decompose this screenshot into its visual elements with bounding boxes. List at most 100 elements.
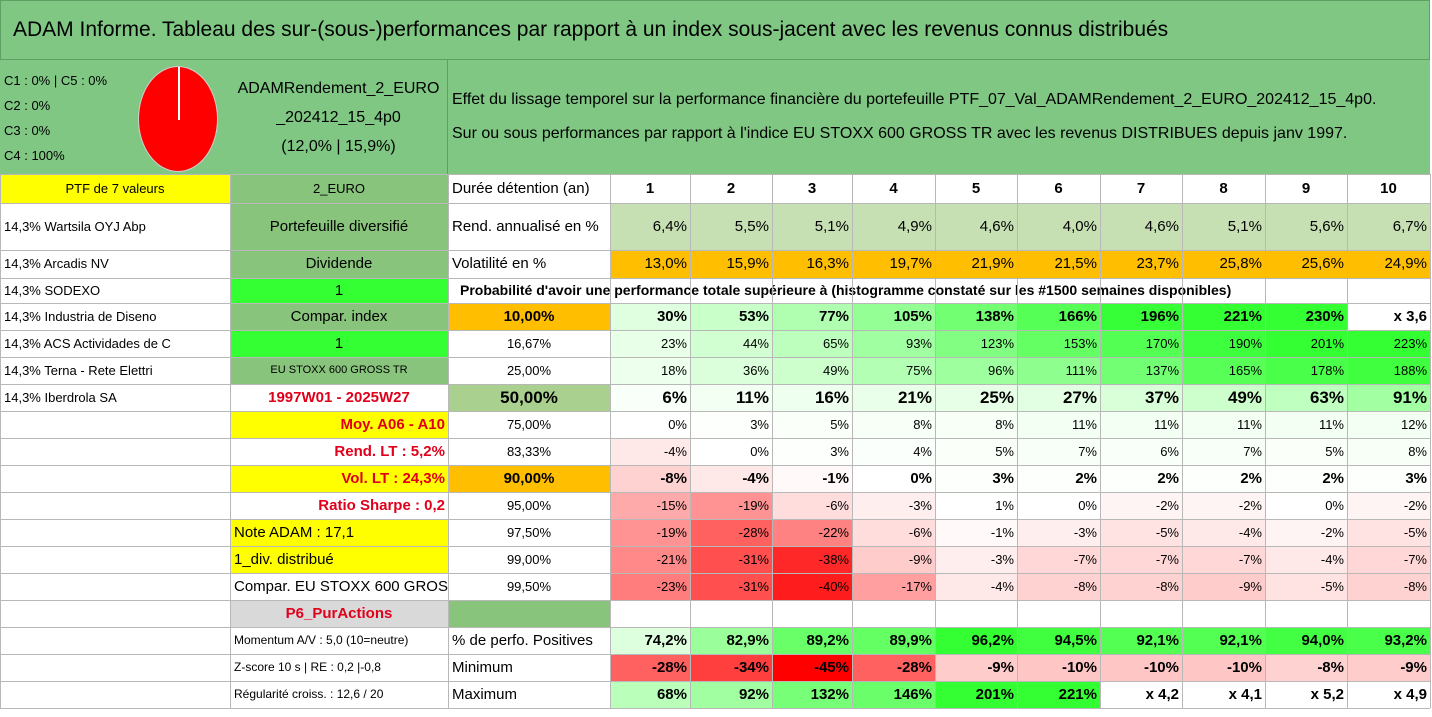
summary-cell: Dividende: [230, 250, 448, 278]
year-header: 9: [1301, 180, 1311, 197]
stat-label: Minimum: [452, 659, 513, 676]
performance-cell: -2%: [1265, 519, 1347, 546]
performance-cell: 11%: [1100, 411, 1182, 438]
stat-value: 92,1%: [1100, 627, 1182, 654]
column-divider: [610, 174, 611, 708]
performance-cell: 4%: [852, 438, 935, 465]
performance-cell: 0%: [852, 465, 935, 492]
stat-value: x 4,9: [1347, 681, 1430, 708]
volatility-value: 19,7%: [852, 250, 935, 278]
summary-cell: 1: [230, 278, 448, 303]
performance-cell: -1%: [935, 519, 1017, 546]
performance-cell: -3%: [852, 492, 935, 519]
year-header: 8: [1219, 180, 1228, 197]
probability-title: Probabilité d'avoir une performance tota…: [460, 282, 1232, 298]
year-header: 5: [971, 180, 981, 197]
volatility-value: 23,7%: [1100, 250, 1182, 278]
probability-level: 90,00%: [448, 465, 610, 492]
performance-cell: -15%: [610, 492, 690, 519]
summary-cell: Régularité croiss. : 12,6 / 20: [234, 687, 384, 701]
performance-cell: 49%: [1182, 384, 1265, 411]
holding-item: 14,3% ACS Actividades de C: [4, 336, 171, 351]
performance-cell: 166%: [1017, 303, 1100, 330]
probability-level: 75,00%: [506, 417, 552, 432]
row-divider: [0, 519, 1430, 520]
probability-level: 99,00%: [506, 552, 552, 567]
probability-level: 95,00%: [506, 498, 552, 513]
performance-cell: -7%: [1182, 546, 1265, 573]
column-divider: [1100, 174, 1101, 708]
performance-cell: -8%: [1100, 573, 1182, 600]
stat-value: 221%: [1017, 681, 1100, 708]
performance-cell: -31%: [690, 573, 772, 600]
stat-value: x 4,2: [1100, 681, 1182, 708]
row-divider: [0, 250, 1430, 251]
stat-value: x 4,1: [1182, 681, 1265, 708]
summary-cell: 2_EURO: [230, 174, 448, 203]
row-divider: [0, 303, 1430, 304]
holding-item: [0, 681, 230, 708]
holding-item: [0, 492, 230, 519]
stat-value: -10%: [1017, 654, 1100, 681]
performance-cell: 11%: [1017, 411, 1100, 438]
performance-cell: -19%: [690, 492, 772, 519]
volatility-value: 15,9%: [690, 250, 772, 278]
performance-cell: -3%: [935, 546, 1017, 573]
row-divider: [0, 627, 1430, 628]
row-divider: [0, 411, 1430, 412]
column-divider: [935, 174, 936, 708]
row-divider: [0, 278, 1430, 279]
performance-cell: 3%: [690, 411, 772, 438]
column-divider: [1265, 174, 1266, 708]
volatility-value: 21,5%: [1017, 250, 1100, 278]
holding-item: [0, 600, 230, 627]
performance-cell: 201%: [1265, 330, 1347, 357]
summary-cell: Portefeuille diversifié: [230, 203, 448, 250]
return-value: 6,4%: [610, 203, 690, 250]
performance-cell: 21%: [852, 384, 935, 411]
summary-cell: Moy. A06 - A10: [230, 411, 448, 438]
performance-cell: 11%: [1182, 411, 1265, 438]
performance-cell: -3%: [1017, 519, 1100, 546]
performance-cell: 16%: [772, 384, 852, 411]
stat-value: 94,0%: [1265, 627, 1347, 654]
performance-cell: 65%: [772, 330, 852, 357]
performance-cell: 2%: [1265, 465, 1347, 492]
description-line: Effet du lissage temporel sur la perform…: [452, 91, 1377, 108]
volatility-value: 25,8%: [1182, 250, 1265, 278]
allocation-legend: C1 : 0% | C5 : 0% C2 : 0% C3 : 0% C4 : 1…: [4, 68, 107, 168]
fund-name-suffix: _202412_15_4p0: [276, 109, 401, 126]
row-divider: [0, 708, 1430, 709]
row-divider: [0, 384, 1430, 385]
performance-cell: 111%: [1017, 357, 1100, 384]
column-divider: [0, 174, 1, 708]
stat-value: -28%: [852, 654, 935, 681]
performance-cell: 30%: [610, 303, 690, 330]
year-header: 10: [1380, 180, 1397, 197]
performance-cell: -17%: [852, 573, 935, 600]
row-divider: [0, 438, 1430, 439]
stat-value: -9%: [1347, 654, 1430, 681]
stat-value: -45%: [772, 654, 852, 681]
performance-cell: -6%: [772, 492, 852, 519]
performance-cell: 196%: [1100, 303, 1182, 330]
performance-cell: -9%: [852, 546, 935, 573]
performance-cell: -4%: [690, 465, 772, 492]
pie-slice-divider: [178, 67, 180, 120]
performance-cell: 5%: [1265, 438, 1347, 465]
stat-value: 92%: [690, 681, 772, 708]
performance-cell: 7%: [1182, 438, 1265, 465]
stat-value: -10%: [1100, 654, 1182, 681]
holding-item: 14,3% SODEXO: [4, 283, 101, 298]
performance-cell: 190%: [1182, 330, 1265, 357]
performance-cell: -2%: [1100, 492, 1182, 519]
performance-cell: 178%: [1265, 357, 1347, 384]
stat-value: -8%: [1265, 654, 1347, 681]
performance-cell: -8%: [1017, 573, 1100, 600]
legend-swatch: [448, 600, 610, 627]
holding-item: [0, 465, 230, 492]
performance-cell: 25%: [935, 384, 1017, 411]
performance-cell: -4%: [610, 438, 690, 465]
performance-cell: 75%: [852, 357, 935, 384]
performance-cell: 137%: [1100, 357, 1182, 384]
